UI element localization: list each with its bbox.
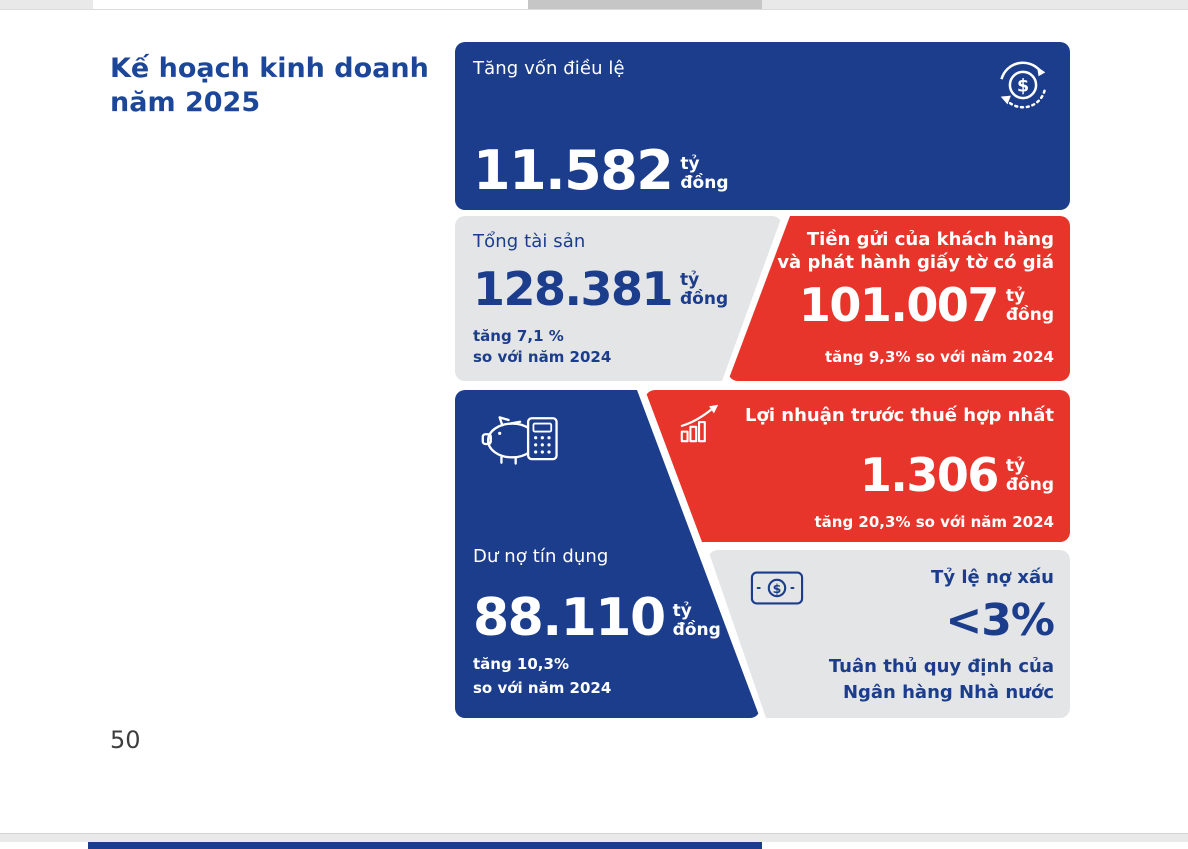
- pretax-profit-label: Lợi nhuận trước thuế hợp nhất: [745, 405, 1054, 426]
- card-pretax-profit: Lợi nhuận trước thuế hợp nhất 1.306 tỷ đ…: [645, 390, 1070, 542]
- next-page-band: [88, 842, 762, 849]
- currency-unit: tỷ đồng: [1005, 455, 1054, 498]
- total-assets-label: Tổng tài sản: [473, 231, 586, 252]
- page-title: Kế hoạch kinh doanh năm 2025: [110, 52, 429, 120]
- previous-page-band-center: [528, 0, 762, 9]
- customer-deposits-label-line1: Tiền gửi của khách hàng: [806, 229, 1054, 250]
- currency-unit: tỷ đồng: [680, 155, 728, 196]
- bad-debt-ratio-value: <3%: [945, 595, 1055, 646]
- currency-unit-line: tỷ: [680, 154, 700, 174]
- total-assets-value: 128.381: [473, 262, 673, 316]
- customer-deposits-label-line2: và phát hành giấy tờ có giá: [777, 252, 1054, 273]
- charter-capital-label: Tăng vốn điều lệ: [473, 58, 625, 79]
- currency-unit: tỷ đồng: [680, 271, 728, 312]
- credit-balance-change: tăng 10,3% so với năm 2024: [473, 652, 611, 700]
- currency-unit-line: đồng: [680, 173, 729, 193]
- previous-page-band-right: [762, 0, 1188, 9]
- card-total-assets: Tổng tài sản 128.381 tỷ đồng tăng 7,1 % …: [455, 216, 782, 381]
- card-charter-capital: Tăng vốn điều lệ $ 11.582 tỷ đồng: [455, 42, 1070, 210]
- pretax-profit-value: 1.306: [859, 448, 1000, 502]
- card-customer-deposits: Tiền gửi của khách hàng và phát hành giấ…: [728, 216, 1070, 381]
- customer-deposits-value-row: 101.007 tỷ đồng: [798, 278, 1054, 332]
- total-assets-change: tăng 7,1 % so với năm 2024: [473, 326, 611, 368]
- currency-unit-line: tỷ: [680, 269, 700, 290]
- charter-capital-value: 11.582: [473, 138, 674, 202]
- piggy-bank-calculator-icon: [481, 416, 558, 465]
- credit-balance-change-line2: so với năm 2024: [473, 679, 612, 697]
- next-page-top: [0, 842, 1188, 849]
- total-assets-change-line2: so với năm 2024: [473, 348, 612, 366]
- pretax-profit-value-row: 1.306 tỷ đồng: [859, 448, 1054, 502]
- next-page-edge: [0, 833, 1188, 849]
- currency-unit-line: đồng: [672, 620, 721, 641]
- currency-unit-line: tỷ: [672, 601, 692, 622]
- currency-unit-line: đồng: [1005, 474, 1054, 495]
- currency-unit-line: tỷ: [1005, 455, 1026, 476]
- growth-chart-icon: [680, 404, 719, 443]
- total-assets-value-row: 128.381 tỷ đồng: [473, 268, 728, 312]
- banknote-icon: $: [750, 571, 804, 605]
- page-title-line2: năm 2025: [110, 87, 261, 119]
- total-assets-change-line1: tăng 7,1 %: [473, 327, 564, 345]
- currency-unit-line: đồng: [1005, 304, 1054, 325]
- bad-debt-ratio-note-line1: Tuân thủ quy định của: [828, 656, 1054, 677]
- svg-text:$: $: [773, 581, 782, 596]
- pretax-profit-change: tăng 20,3% so với năm 2024: [814, 513, 1055, 531]
- customer-deposits-value: 101.007: [798, 278, 1000, 332]
- card-bad-debt-ratio: $ Tỷ lệ nợ xấu <3% Tuân thủ quy định của…: [708, 550, 1070, 718]
- credit-balance-label: Dư nợ tín dụng: [473, 546, 609, 567]
- credit-balance-change-line1: tăng 10,3%: [473, 655, 569, 673]
- page-title-line1: Kế hoạch kinh doanh: [110, 53, 429, 85]
- charter-capital-value-row: 11.582 tỷ đồng: [473, 138, 729, 202]
- previous-page-band-left: [0, 0, 93, 9]
- bad-debt-ratio-value-row: <3%: [945, 595, 1055, 646]
- bad-debt-ratio-label: Tỷ lệ nợ xấu: [931, 567, 1054, 588]
- customer-deposits-label: Tiền gửi của khách hàng và phát hành giấ…: [777, 228, 1054, 274]
- currency-unit: tỷ đồng: [673, 602, 721, 643]
- credit-balance-value: 88.110: [473, 588, 666, 648]
- dollar-rotate-icon: $: [1000, 61, 1046, 109]
- bad-debt-ratio-note-line2: Ngân hàng Nhà nước: [842, 682, 1054, 703]
- credit-balance-value-row: 88.110 tỷ đồng: [473, 588, 721, 648]
- currency-unit: tỷ đồng: [1005, 285, 1054, 328]
- svg-text:$: $: [1017, 76, 1029, 96]
- previous-page-edge: [0, 0, 1188, 10]
- customer-deposits-change: tăng 9,3% so với năm 2024: [824, 348, 1054, 366]
- bad-debt-ratio-note: Tuân thủ quy định của Ngân hàng Nhà nước: [829, 654, 1054, 706]
- currency-unit-line: đồng: [680, 288, 729, 309]
- currency-unit-line: tỷ: [1005, 285, 1026, 306]
- page-number: 50: [110, 726, 141, 754]
